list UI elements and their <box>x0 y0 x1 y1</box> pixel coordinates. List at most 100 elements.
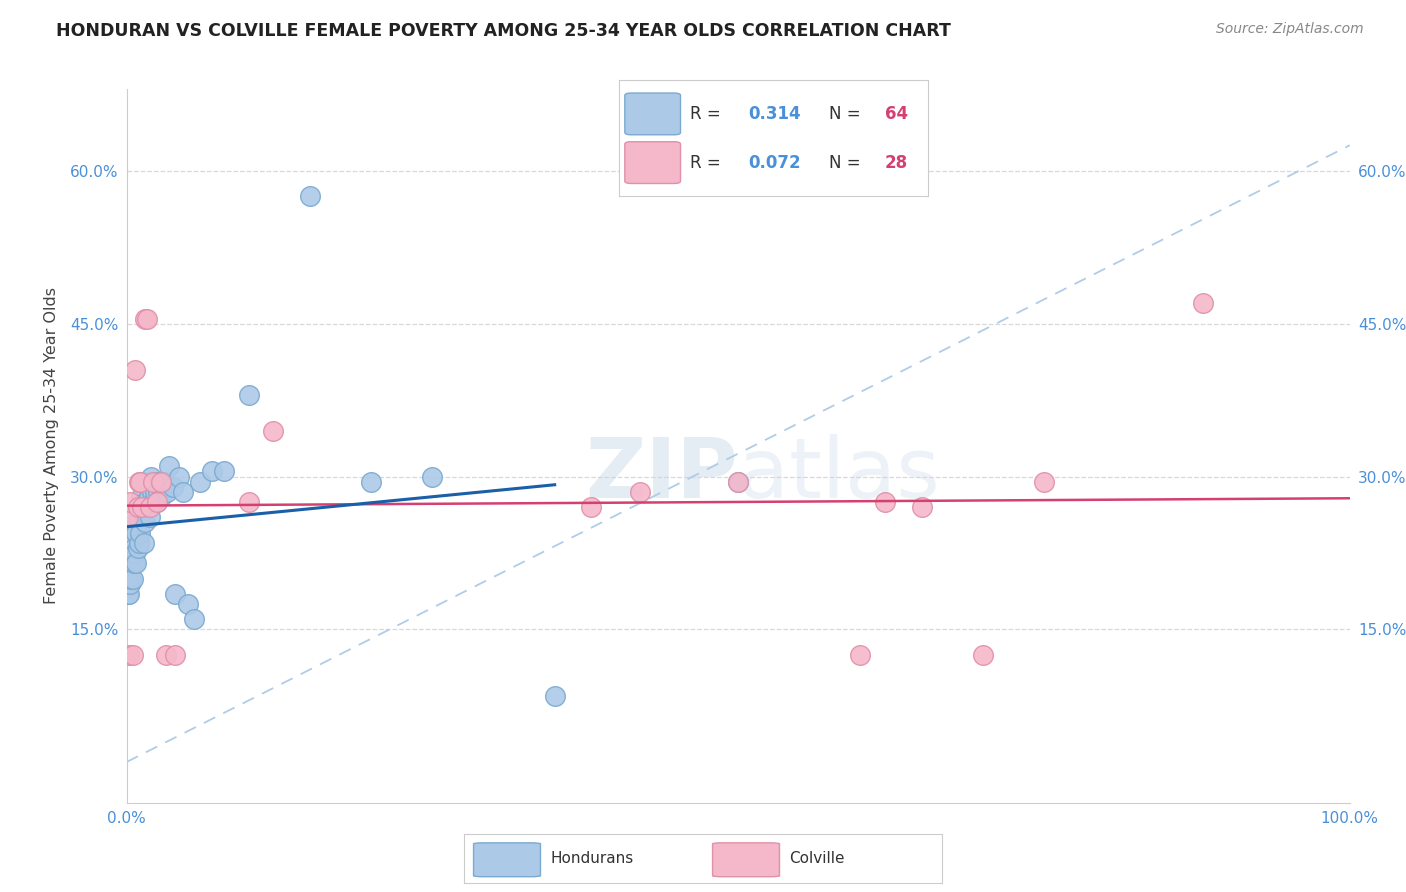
Point <box>143 484 166 499</box>
Point <box>543 689 565 703</box>
Point <box>262 424 284 438</box>
Point <box>118 587 141 601</box>
Point <box>188 475 211 489</box>
Text: HONDURAN VS COLVILLE FEMALE POVERTY AMONG 25-34 YEAR OLDS CORRELATION CHART: HONDURAN VS COLVILLE FEMALE POVERTY AMON… <box>56 22 950 40</box>
Text: R =: R = <box>690 153 725 171</box>
Point <box>128 536 150 550</box>
Point <box>145 475 167 489</box>
FancyBboxPatch shape <box>624 142 681 184</box>
Point <box>120 561 142 575</box>
Point <box>152 480 174 494</box>
Point <box>128 516 150 530</box>
Point <box>146 495 169 509</box>
Point <box>127 541 149 555</box>
Point <box>360 475 382 489</box>
Point <box>183 612 205 626</box>
Point <box>155 648 177 662</box>
FancyBboxPatch shape <box>474 843 540 877</box>
Point <box>201 465 224 479</box>
Point <box>120 572 142 586</box>
Point <box>117 587 139 601</box>
Point <box>117 566 139 581</box>
Point <box>118 556 141 570</box>
Point <box>121 648 143 662</box>
Point <box>127 510 149 524</box>
Point <box>156 484 179 499</box>
Point <box>122 556 145 570</box>
Point <box>165 587 187 601</box>
Text: Source: ZipAtlas.com: Source: ZipAtlas.com <box>1216 22 1364 37</box>
Point <box>128 475 150 489</box>
Point <box>165 648 187 662</box>
Point <box>125 556 148 570</box>
Point <box>148 484 170 499</box>
Point <box>139 500 162 515</box>
Point <box>1033 475 1056 489</box>
FancyBboxPatch shape <box>624 93 681 135</box>
Point <box>136 311 159 326</box>
Text: ZIP: ZIP <box>586 434 738 515</box>
Point <box>134 311 156 326</box>
Point <box>122 541 145 555</box>
Text: N =: N = <box>830 105 866 123</box>
Point <box>121 531 143 545</box>
Point <box>172 484 194 499</box>
Point <box>849 648 872 662</box>
Point <box>422 469 444 483</box>
Point <box>149 490 172 504</box>
Point <box>139 510 162 524</box>
Text: Hondurans: Hondurans <box>550 851 633 866</box>
Text: R =: R = <box>690 105 725 123</box>
Point <box>127 500 149 515</box>
Point <box>118 572 141 586</box>
Point <box>149 475 172 489</box>
Point <box>129 525 152 540</box>
Point <box>157 459 180 474</box>
Point <box>1192 296 1215 310</box>
Point <box>162 480 184 494</box>
Point <box>136 500 159 515</box>
Point <box>873 495 896 509</box>
Point <box>238 388 260 402</box>
Text: atlas: atlas <box>738 434 939 515</box>
Y-axis label: Female Poverty Among 25-34 Year Olds: Female Poverty Among 25-34 Year Olds <box>44 287 59 605</box>
Point <box>129 500 152 515</box>
Point <box>118 576 141 591</box>
Point <box>238 495 260 509</box>
Point <box>299 189 322 203</box>
Text: 0.314: 0.314 <box>748 105 801 123</box>
Point <box>727 475 749 489</box>
Text: Colville: Colville <box>789 851 845 866</box>
Point <box>153 475 176 489</box>
Point <box>124 520 146 534</box>
Point <box>120 546 142 560</box>
Point <box>177 597 200 611</box>
Point <box>117 576 139 591</box>
Text: 64: 64 <box>884 105 908 123</box>
Point <box>146 495 169 509</box>
Point <box>134 516 156 530</box>
Point <box>167 469 190 483</box>
Point <box>141 484 163 499</box>
Point <box>142 495 165 509</box>
Point <box>125 525 148 540</box>
Point <box>972 648 994 662</box>
Point <box>581 500 603 515</box>
Point <box>135 475 157 489</box>
Point <box>120 495 142 509</box>
Point <box>129 490 152 504</box>
Point <box>121 551 143 566</box>
Point <box>628 484 651 499</box>
Point <box>120 576 142 591</box>
Text: N =: N = <box>830 153 866 171</box>
Point <box>148 475 170 489</box>
Point <box>121 572 143 586</box>
Point <box>118 648 141 662</box>
Point <box>129 475 152 489</box>
Point <box>120 551 142 566</box>
Point <box>727 475 749 489</box>
Text: 0.072: 0.072 <box>748 153 801 171</box>
Text: 28: 28 <box>884 153 908 171</box>
Point <box>124 362 146 376</box>
Point <box>131 500 153 515</box>
